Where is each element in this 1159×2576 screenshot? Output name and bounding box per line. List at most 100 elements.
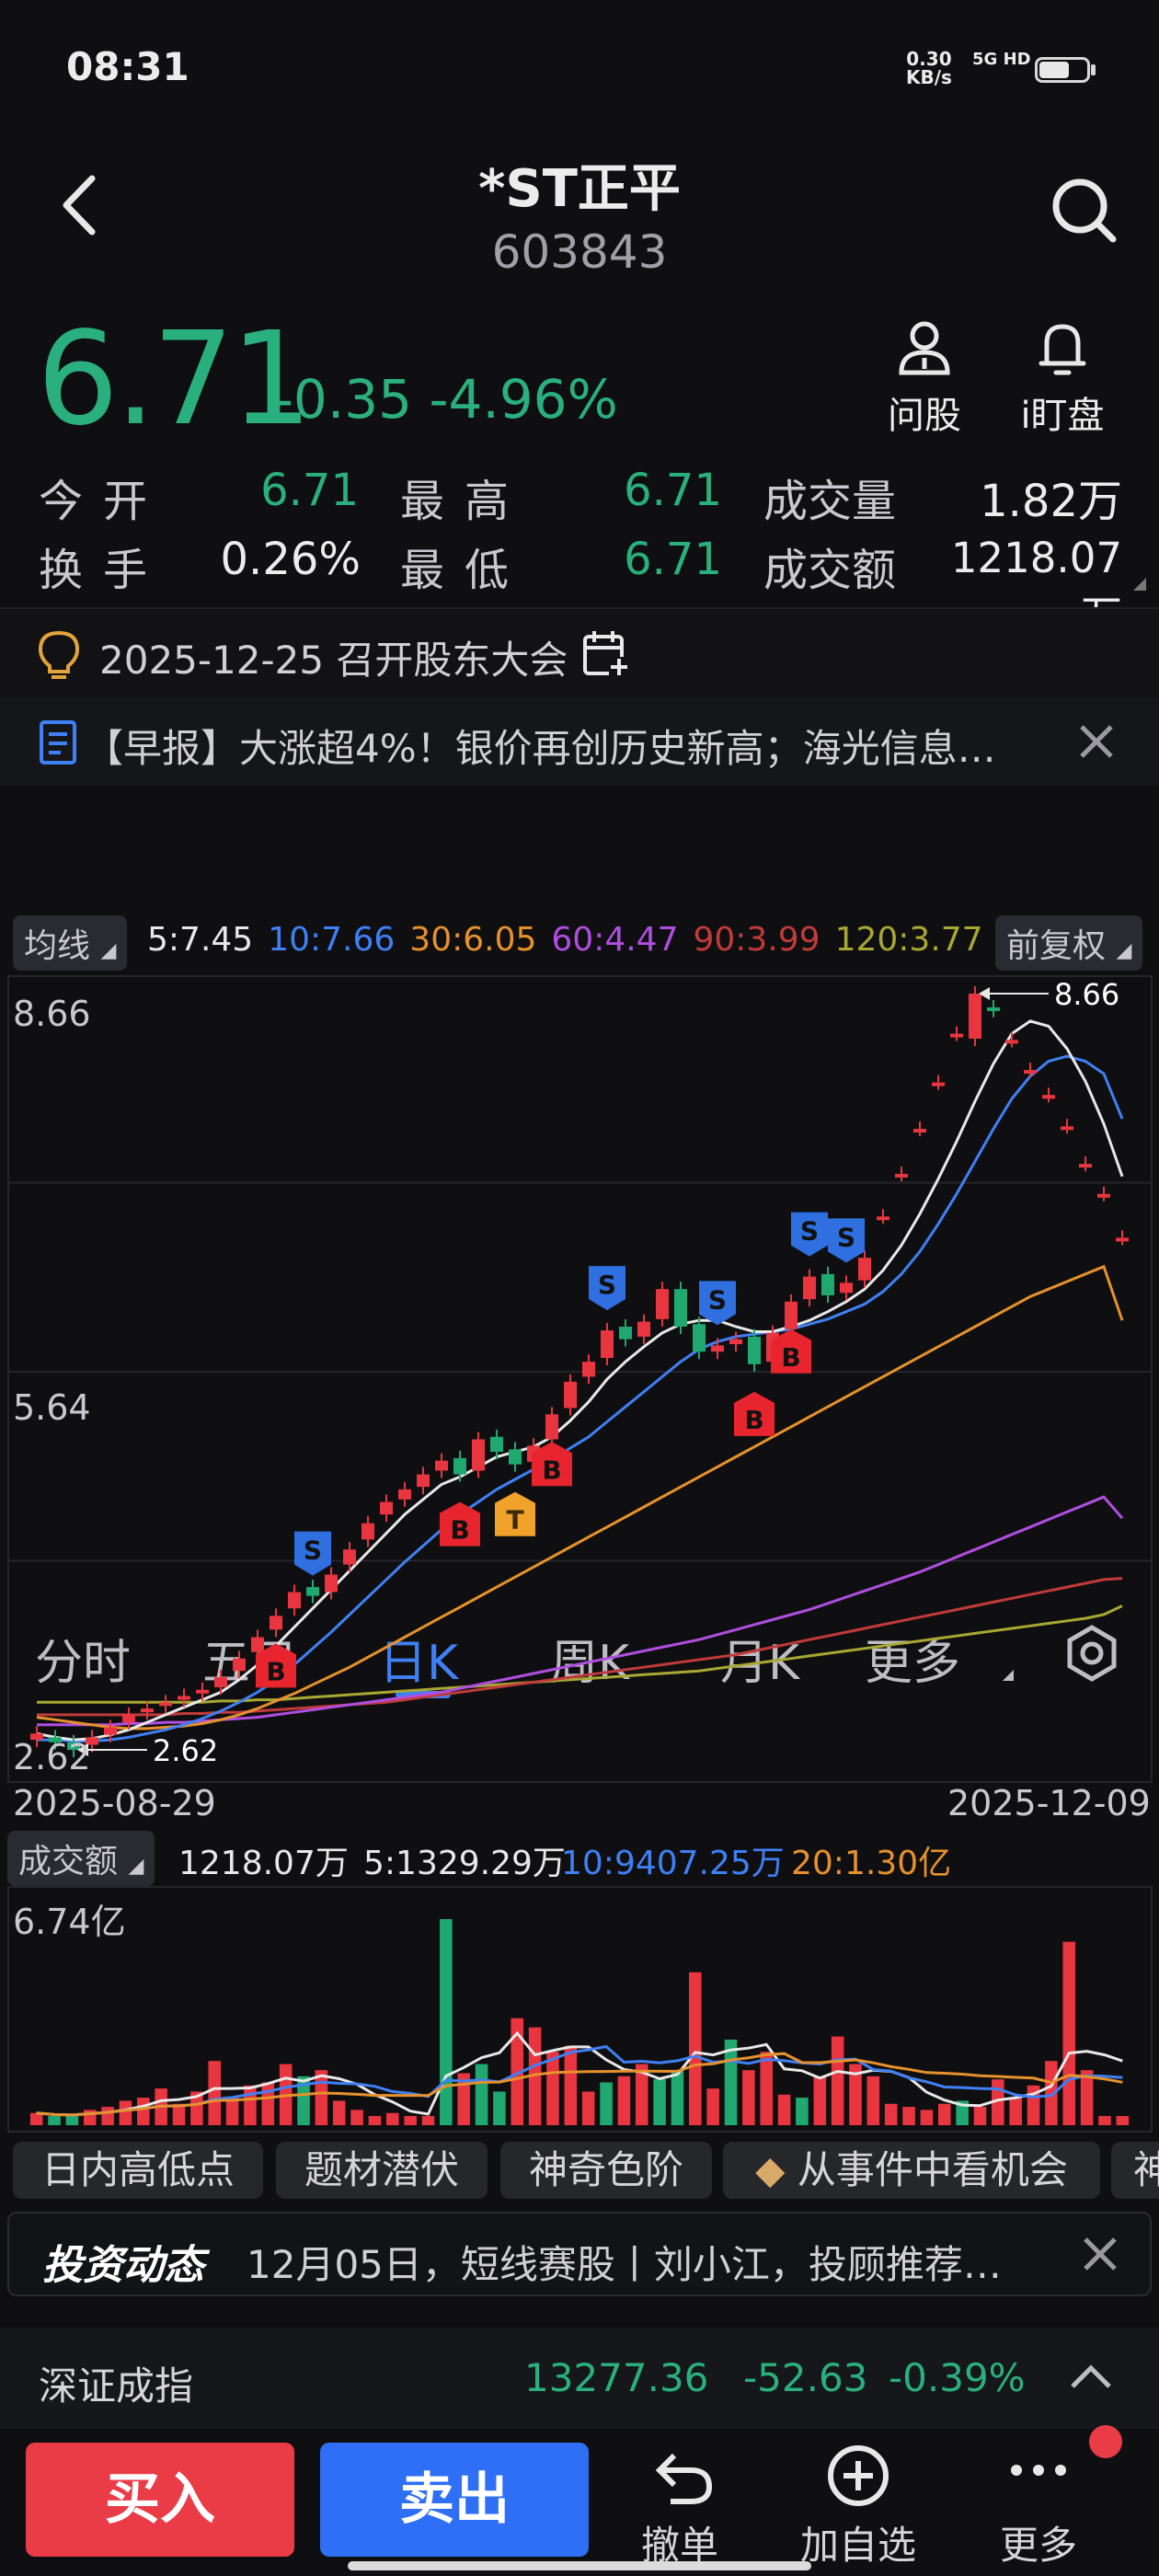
add-watchlist-button[interactable]: 加自选 bbox=[798, 2443, 918, 2570]
expand-corner-icon[interactable] bbox=[1133, 578, 1146, 591]
candle bbox=[196, 1682, 209, 1701]
index-bar[interactable]: 深证成指 13277.36 -52.63 -0.39% bbox=[0, 2328, 1159, 2429]
ma90-line bbox=[37, 1577, 1123, 1717]
ma30-line bbox=[36, 1264, 1124, 1731]
volume-bar bbox=[368, 2116, 382, 2125]
volume-bar bbox=[386, 2112, 399, 2125]
meeting-notice[interactable]: 2025-12-25 召开股东大会 bbox=[0, 607, 1159, 699]
news-notice[interactable]: 【早报】大涨超4%！银价再创历史新高；海光信息… bbox=[0, 697, 1159, 786]
feature-event-opportunity[interactable]: ◆ 从事件中看机会 bbox=[723, 2142, 1100, 2199]
svg-text:T: T bbox=[506, 1505, 523, 1535]
candle bbox=[821, 1266, 834, 1303]
svg-text:S: S bbox=[598, 1270, 616, 1300]
ma-item: 60:4.47 bbox=[551, 921, 679, 959]
current-price: 6.71 bbox=[37, 305, 313, 454]
volume-bar bbox=[635, 2064, 648, 2125]
tab-intraday[interactable]: 分时 bbox=[35, 1636, 132, 1691]
candle bbox=[748, 1328, 761, 1372]
sell-button[interactable]: 卖出 bbox=[320, 2443, 589, 2557]
more-dots-icon bbox=[1011, 2465, 1066, 2476]
volume-bar bbox=[706, 2088, 719, 2125]
user-icon bbox=[899, 321, 950, 375]
back-button[interactable] bbox=[57, 173, 103, 237]
kline-chart[interactable]: B S B T B S S B B S S 8.66 2.62 bbox=[7, 975, 1153, 1783]
watch-button[interactable]: i盯盘 bbox=[1012, 317, 1113, 439]
close-icon[interactable] bbox=[1082, 2236, 1119, 2272]
settings-icon[interactable] bbox=[1062, 1624, 1121, 1683]
svg-text:S: S bbox=[708, 1284, 727, 1315]
candle bbox=[969, 986, 981, 1046]
volume-bar bbox=[475, 2064, 488, 2125]
ask-stock-button[interactable]: 问股 bbox=[874, 317, 975, 439]
candle bbox=[840, 1275, 853, 1301]
svg-text:B: B bbox=[542, 1455, 561, 1485]
more-button[interactable]: 更多 bbox=[979, 2443, 1098, 2570]
turnover-value: 0.26% bbox=[220, 534, 361, 585]
signal-b-marker: B bbox=[256, 1643, 296, 1688]
cancel-order-button[interactable]: 撤单 bbox=[620, 2443, 740, 2570]
svg-text:2.62: 2.62 bbox=[153, 1733, 218, 1768]
volume-bar bbox=[404, 2116, 417, 2125]
candle bbox=[877, 1209, 889, 1225]
home-indicator[interactable] bbox=[348, 2561, 811, 2570]
volume-bar bbox=[671, 2070, 684, 2125]
candle bbox=[325, 1567, 338, 1600]
volume-svg bbox=[29, 1919, 1130, 2125]
volume-chart[interactable] bbox=[7, 1886, 1153, 2133]
volume-selector[interactable]: 成交额 ◢ bbox=[7, 1831, 155, 1886]
close-icon[interactable] bbox=[1078, 723, 1115, 760]
index-change: -52.63 bbox=[743, 2355, 868, 2400]
candle bbox=[417, 1466, 430, 1495]
volume-bar bbox=[902, 2107, 915, 2125]
volume-ma20: 20:1.30亿 bbox=[791, 1845, 952, 1882]
diamond-icon: ◆ bbox=[755, 2147, 786, 2192]
signal-b-marker: B bbox=[440, 1501, 480, 1547]
candle bbox=[729, 1331, 742, 1352]
volume-bar bbox=[332, 2100, 346, 2125]
open-label: 今开 bbox=[39, 476, 168, 527]
volume-ma10: 10:9407.25万 bbox=[561, 1845, 785, 1882]
volume-bar bbox=[564, 2045, 578, 2125]
volume-bar bbox=[1116, 2116, 1130, 2125]
adjust-selector[interactable]: 前复权 ◢ bbox=[995, 915, 1143, 971]
signal-icon: 5G HD bbox=[972, 50, 1031, 69]
volume-ma20-line bbox=[36, 2052, 1123, 2117]
volume-bar bbox=[742, 2070, 755, 2125]
candle bbox=[159, 1695, 172, 1714]
candle bbox=[30, 1726, 43, 1748]
feature-more[interactable]: 神 bbox=[1111, 2142, 1159, 2199]
low-label: 最低 bbox=[400, 545, 530, 596]
volume-bar bbox=[777, 2094, 791, 2125]
chevron-up-icon[interactable] bbox=[1069, 2363, 1113, 2390]
volume-bar bbox=[190, 2091, 203, 2125]
high-value: 6.71 bbox=[624, 465, 722, 516]
status-bar: 08:31 0.30 KB/s 5G HD bbox=[0, 0, 1159, 138]
candle bbox=[582, 1354, 595, 1385]
ma-selector[interactable]: 均线 ◢ bbox=[13, 915, 128, 971]
stock-code: 603843 bbox=[491, 225, 668, 279]
battery-tip bbox=[1091, 64, 1096, 75]
ask-stock-label: 问股 bbox=[888, 395, 961, 437]
search-button[interactable] bbox=[1047, 173, 1120, 247]
notification-dot bbox=[1089, 2425, 1122, 2458]
candle bbox=[674, 1282, 687, 1335]
ma10-line bbox=[37, 1054, 1124, 1742]
signal-s-marker: S bbox=[294, 1531, 331, 1576]
candle bbox=[1116, 1230, 1129, 1246]
volume-bar bbox=[101, 2107, 114, 2125]
candle bbox=[67, 1734, 80, 1757]
candle bbox=[86, 1730, 98, 1753]
volume-bar bbox=[1062, 1941, 1076, 2125]
more-label: 更多 bbox=[999, 2523, 1077, 2568]
feature-theme-lurk[interactable]: 题材潜伏 bbox=[276, 2142, 488, 2199]
feature-color-scale[interactable]: 神奇色阶 bbox=[500, 2142, 712, 2199]
y-label-top: 8.66 bbox=[13, 994, 91, 1034]
volume-ymax-label: 6.74亿 bbox=[13, 1902, 126, 1942]
buy-button[interactable]: 买入 bbox=[26, 2443, 294, 2557]
candle bbox=[490, 1429, 503, 1460]
volume-bar bbox=[1009, 2098, 1022, 2125]
feature-intraday-hl[interactable]: 日内高低点 bbox=[13, 2142, 263, 2199]
volume-bar bbox=[866, 2076, 880, 2125]
investment-dynamics[interactable]: 投资动态 12月05日，短线赛股丨刘小江，投顾推荐… bbox=[7, 2212, 1152, 2296]
max-price-annotation: 8.66 bbox=[979, 977, 1119, 1012]
